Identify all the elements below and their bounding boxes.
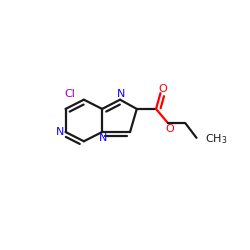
Text: N: N bbox=[99, 133, 107, 143]
Text: CH$_3$: CH$_3$ bbox=[205, 132, 228, 146]
Text: N: N bbox=[117, 89, 125, 99]
Text: O: O bbox=[166, 124, 174, 134]
Text: N: N bbox=[56, 127, 64, 137]
Text: Cl: Cl bbox=[64, 89, 75, 99]
Text: O: O bbox=[158, 84, 167, 94]
